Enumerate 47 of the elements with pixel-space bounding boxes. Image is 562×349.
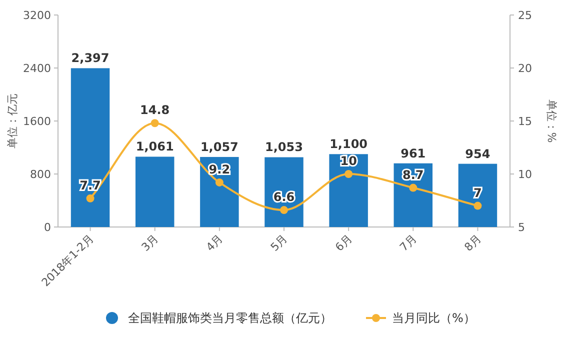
y2-tick-label: 15 bbox=[518, 115, 532, 128]
y-tick-label: 2400 bbox=[23, 62, 51, 75]
bar bbox=[329, 154, 368, 227]
data-label: 1,053 bbox=[265, 140, 303, 154]
data-label: 14.8 bbox=[140, 103, 170, 118]
data-label: 7 bbox=[474, 186, 482, 200]
x-tick-label: 5月 bbox=[268, 232, 290, 254]
data-label: 9.2 bbox=[208, 162, 230, 176]
point bbox=[150, 119, 159, 128]
y-axis-title: 单位：亿元 bbox=[6, 94, 19, 148]
bar bbox=[200, 156, 239, 227]
data-label: 6.6 bbox=[273, 190, 295, 204]
bar bbox=[458, 164, 498, 227]
bar bbox=[70, 68, 110, 227]
data-label: 1,057 bbox=[200, 140, 238, 154]
y-tick-label: 800 bbox=[30, 168, 51, 181]
data-label: 961 bbox=[400, 146, 426, 160]
data-label: 1,100 bbox=[330, 137, 368, 152]
legend-label: 全国鞋帽服饰类当月零售总额（亿元） bbox=[128, 311, 332, 325]
point bbox=[344, 170, 353, 178]
data-label: 10 bbox=[340, 154, 357, 168]
y2-tick-label: 10 bbox=[518, 168, 532, 181]
x-tick-label: 8月 bbox=[462, 232, 484, 254]
bar bbox=[135, 156, 174, 227]
data-label: 954 bbox=[465, 146, 490, 161]
x-tick-label: 7月 bbox=[397, 232, 420, 254]
y2-tick-label: 25 bbox=[518, 9, 532, 22]
point bbox=[86, 194, 94, 202]
x-tick-label: 3月 bbox=[139, 232, 161, 254]
y2-tick-label: 20 bbox=[518, 62, 532, 75]
data-label: 1,061 bbox=[136, 140, 174, 154]
y-tick-label: 3200 bbox=[23, 9, 51, 22]
legend-label: 当月同比（%） bbox=[392, 311, 476, 325]
y2-axis-title: 单位：% bbox=[545, 99, 558, 143]
point bbox=[409, 184, 418, 192]
bar bbox=[264, 157, 304, 227]
x-tick-label: 4月 bbox=[204, 232, 226, 254]
data-label: 7.7 bbox=[80, 178, 101, 192]
y2-tick-label: 5 bbox=[518, 221, 525, 234]
data-label: 8.7 bbox=[402, 168, 424, 182]
point bbox=[215, 178, 224, 186]
point bbox=[474, 202, 482, 210]
y-tick-label: 1600 bbox=[23, 115, 51, 128]
x-tick-label: 6月 bbox=[332, 232, 355, 254]
data-label: 2,397 bbox=[71, 51, 110, 66]
y-tick-label: 0 bbox=[44, 221, 51, 234]
point bbox=[280, 206, 288, 214]
